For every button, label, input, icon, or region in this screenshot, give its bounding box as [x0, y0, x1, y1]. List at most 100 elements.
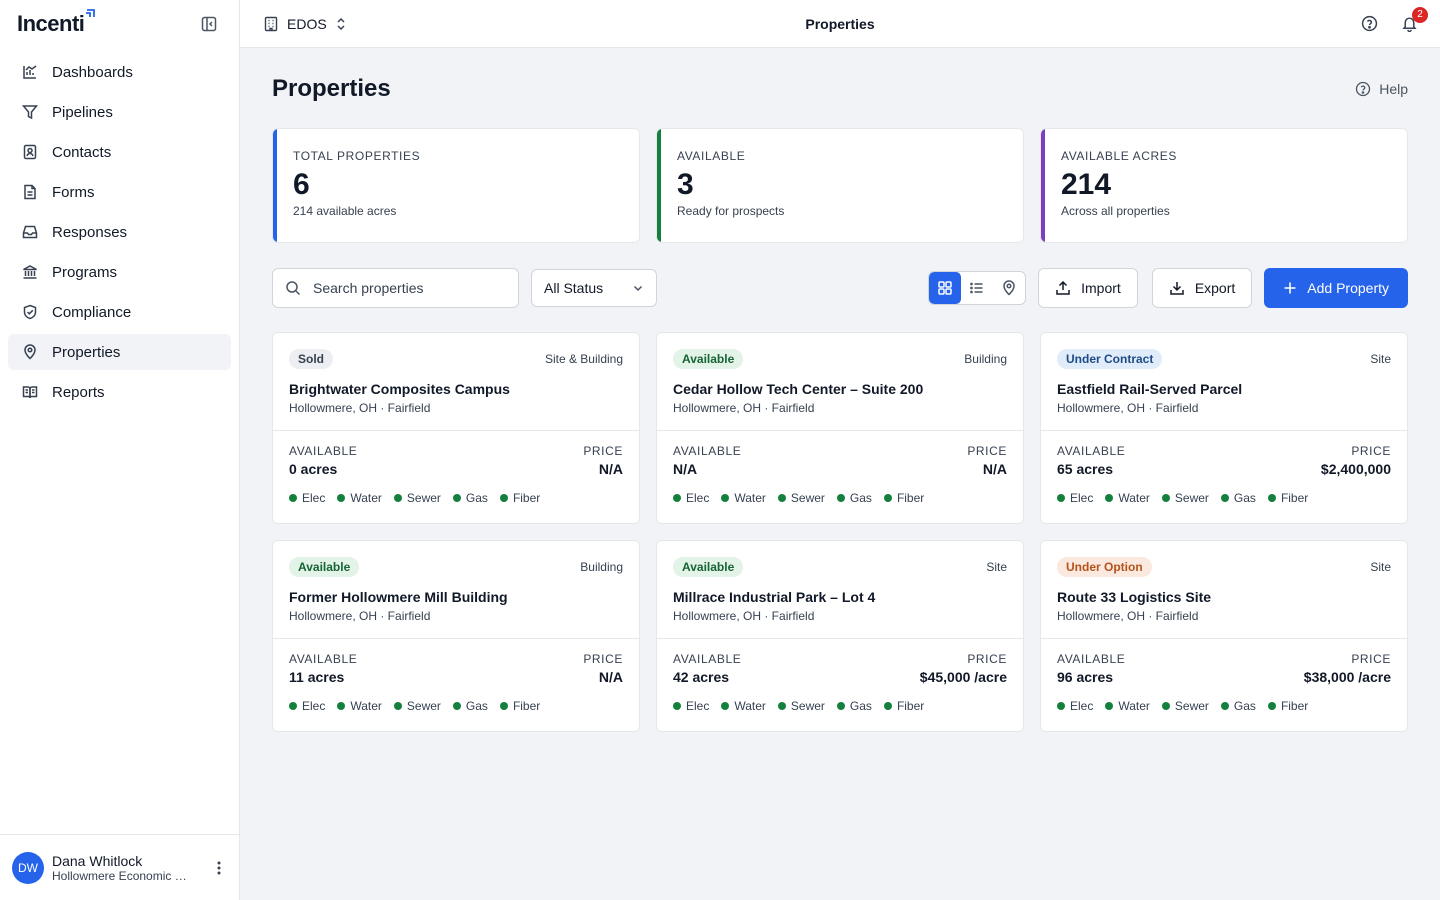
utility-indicator: Sewer — [777, 699, 825, 713]
property-card-body: AVAILABLE N/A PRICE N/A Elec Water Sewer Gas Fib… — [657, 431, 1023, 505]
price-label: PRICE — [583, 652, 623, 666]
property-card-body: AVAILABLE 96 acres PRICE $38,000 /acre Elec W… — [1041, 639, 1407, 713]
status-dot-icon — [1267, 702, 1276, 710]
main-content: Properties Help TOTAL PROPERTIES 6 214 a… — [240, 48, 1440, 900]
grid-view-icon[interactable] — [929, 272, 962, 304]
utility-label: Water — [1118, 491, 1150, 505]
property-card-header: Available Site Millrace Industrial Park – … — [657, 541, 1023, 639]
price-metric: PRICE N/A — [583, 652, 623, 685]
utility-label: Elec — [1070, 491, 1094, 505]
help-circle-icon[interactable] — [1360, 15, 1378, 33]
export-button[interactable]: Export — [1151, 268, 1253, 308]
chevron-down-icon — [632, 282, 644, 294]
search-input[interactable] — [313, 280, 493, 296]
utility-indicator: Gas — [452, 699, 488, 713]
utility-label: Gas — [849, 491, 872, 505]
sidebar-item-properties[interactable]: Properties — [8, 334, 231, 370]
utility-label: Sewer — [790, 699, 825, 713]
stat-card-total-properties: TOTAL PROPERTIES 6 214 available acres — [272, 128, 640, 243]
property-card-header: Under Option Site Route 33 Logistics Site H… — [1041, 541, 1407, 639]
status-filter-select[interactable]: All Status — [531, 269, 657, 307]
price-metric: PRICE N/A — [583, 444, 623, 477]
sidebar-item-pipelines[interactable]: Pipelines — [8, 94, 231, 130]
sidebar-item-label: Reports — [52, 383, 105, 401]
sidebar-item-contacts[interactable]: Contacts — [8, 134, 231, 170]
utility-indicator: Fiber — [883, 491, 924, 505]
inbox-icon — [22, 224, 38, 240]
property-type: Site — [1370, 352, 1391, 366]
status-badge: Available — [673, 349, 744, 369]
user-org: Hollowmere Economic Development — [52, 868, 192, 883]
property-location: Hollowmere, OH · Fairfield — [289, 401, 431, 415]
available-label: AVAILABLE — [289, 444, 358, 458]
property-metrics: AVAILABLE 96 acres PRICE $38,000 /acre — [1057, 652, 1391, 685]
price-value: N/A — [598, 669, 623, 685]
more-vertical-icon[interactable] — [211, 858, 227, 878]
utility-label: Elec — [302, 491, 326, 505]
property-card[interactable]: Under Option Site Route 33 Logistics Site H… — [1040, 540, 1408, 732]
property-card[interactable]: Available Site Millrace Industrial Park – … — [656, 540, 1024, 732]
utility-indicator: Elec — [289, 699, 325, 713]
status-dot-icon — [289, 494, 297, 502]
list-view-icon[interactable] — [961, 272, 993, 304]
search-box[interactable] — [272, 268, 519, 308]
utility-list: Elec Water Sewer Gas Fiber — [1057, 699, 1391, 713]
property-card[interactable]: Sold Site & Building Brightwater Composite… — [272, 332, 640, 524]
utility-label: Water — [734, 491, 766, 505]
help-link[interactable]: Help — [1355, 81, 1408, 97]
sidebar-item-forms[interactable]: Forms — [8, 174, 231, 210]
sidebar-item-dashboards[interactable]: Dashboards — [8, 54, 231, 90]
topbar-title: Properties — [805, 15, 875, 32]
available-label: AVAILABLE — [1057, 652, 1126, 666]
export-label: Export — [1194, 280, 1236, 296]
property-location: Hollowmere, OH · Fairfield — [1057, 609, 1199, 623]
property-card[interactable]: Available Building Former Hollowmere Mill … — [272, 540, 640, 732]
avatar[interactable]: DW — [12, 851, 44, 884]
add-property-button[interactable]: Add Property — [1264, 268, 1408, 308]
brand-logo[interactable]: Incenti — [17, 9, 96, 37]
utility-label: Elec — [686, 699, 710, 713]
user-menu[interactable]: DW Dana Whitlock Hollowmere Economic Dev… — [0, 834, 239, 900]
sidebar-header: Incenti — [0, 0, 239, 48]
collapse-sidebar-icon[interactable] — [199, 14, 219, 34]
sidebar-item-reports[interactable]: Reports — [8, 374, 231, 410]
stat-card-available: AVAILABLE 3 Ready for prospects — [656, 128, 1024, 243]
sidebar-item-responses[interactable]: Responses — [8, 214, 231, 250]
property-name: Route 33 Logistics Site — [1057, 589, 1212, 605]
property-card-header: Available Building Cedar Hollow Tech Cente… — [657, 333, 1023, 431]
utility-label: Water — [734, 699, 766, 713]
utility-indicator: Elec — [289, 491, 325, 505]
price-value: $45,000 /acre — [919, 669, 1007, 685]
available-label: AVAILABLE — [1057, 444, 1126, 458]
price-value: $2,400,000 — [1320, 461, 1391, 477]
sidebar-item-programs[interactable]: Programs — [8, 254, 231, 290]
utility-label: Fiber — [512, 491, 541, 505]
property-metrics: AVAILABLE 0 acres PRICE N/A — [289, 444, 623, 477]
org-switcher[interactable]: EDOS — [264, 16, 346, 32]
property-card[interactable]: Available Building Cedar Hollow Tech Cente… — [656, 332, 1024, 524]
sidebar-item-compliance[interactable]: Compliance — [8, 294, 231, 330]
available-metric: AVAILABLE 42 acres — [673, 652, 741, 685]
available-metric: AVAILABLE 11 acres — [289, 652, 357, 685]
sidebar-item-label: Dashboards — [52, 63, 133, 81]
map-view-icon[interactable] — [993, 272, 1025, 304]
status-dot-icon — [1105, 494, 1114, 502]
topbar-actions: 2 — [1360, 6, 1428, 33]
utility-label: Sewer — [406, 491, 441, 505]
utility-indicator: Water — [1105, 699, 1150, 713]
property-card-header: Under Contract Site Eastfield Rail-Served … — [1041, 333, 1407, 431]
bell-icon[interactable]: 2 — [1400, 6, 1428, 33]
property-metrics: AVAILABLE 42 acres PRICE $45,000 /acre — [673, 652, 1007, 685]
stat-label: AVAILABLE — [677, 149, 746, 163]
user-name: Dana Whitlock — [52, 852, 143, 869]
utility-indicator: Sewer — [1161, 699, 1209, 713]
stat-label: TOTAL PROPERTIES — [293, 149, 421, 163]
utility-indicator: Sewer — [777, 491, 825, 505]
property-card[interactable]: Under Contract Site Eastfield Rail-Served … — [1040, 332, 1408, 524]
price-label: PRICE — [583, 444, 623, 458]
utility-list: Elec Water Sewer Gas Fiber — [1057, 491, 1391, 505]
property-card-body: AVAILABLE 42 acres PRICE $45,000 /acre Elec W… — [657, 639, 1023, 713]
property-location: Hollowmere, OH · Fairfield — [673, 401, 815, 415]
stats-row: TOTAL PROPERTIES 6 214 available acres A… — [272, 128, 1408, 243]
import-button[interactable]: Import — [1038, 268, 1138, 308]
